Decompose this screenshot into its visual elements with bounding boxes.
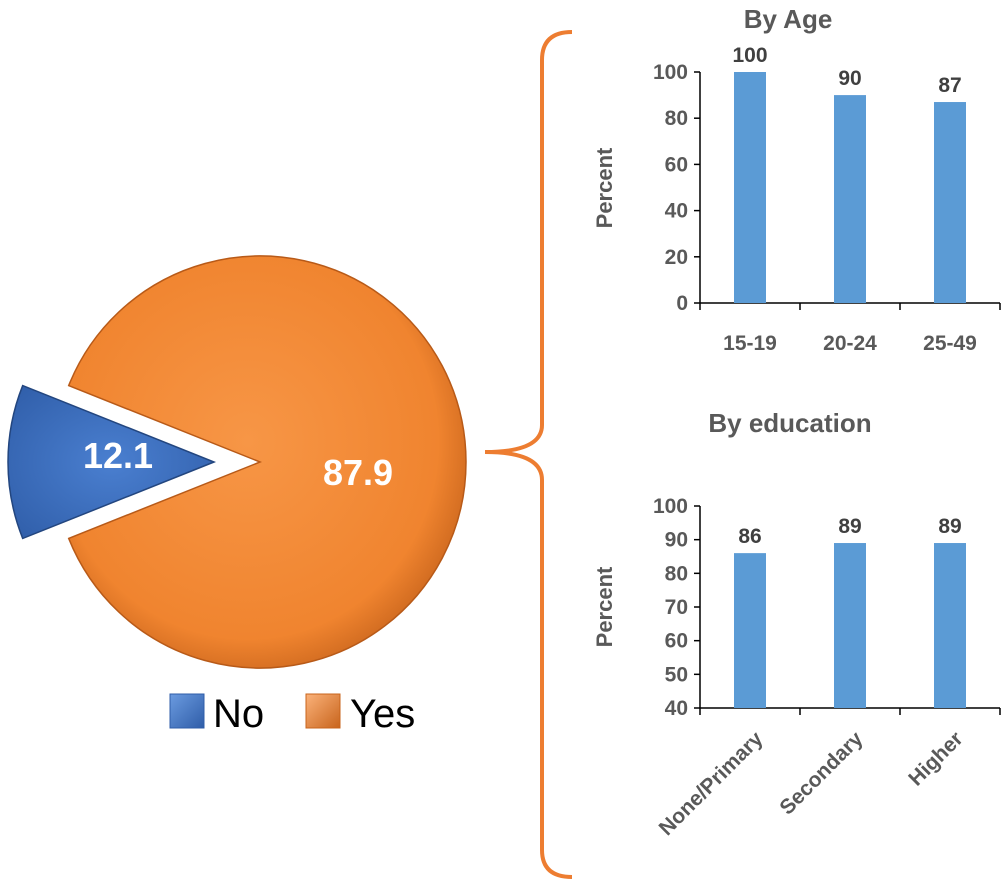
y-tick-label: 100 (653, 495, 688, 518)
y-tick-label: 0 (676, 292, 688, 315)
data-label: 86 (738, 525, 761, 548)
bar-chart-education: By education Percent 40 50 60 70 80 90 100 86 None… (592, 408, 1001, 840)
y-tick-label: 20 (665, 246, 688, 269)
bar (834, 543, 866, 708)
y-tick-label: 80 (665, 562, 688, 585)
y-tick-label: 90 (665, 529, 688, 552)
legend-label-yes: Yes (350, 692, 415, 736)
pie-label-yes: 87.9 (323, 452, 393, 493)
bar (834, 95, 866, 303)
chart-title: By Age (744, 4, 833, 34)
curly-bracket (484, 30, 573, 879)
y-tick-label: 70 (665, 596, 688, 619)
bar (934, 543, 966, 708)
pie-chart (7, 255, 467, 669)
data-label: 87 (938, 74, 961, 97)
y-tick-label: 40 (665, 200, 688, 223)
y-tick-label: 100 (653, 61, 688, 84)
y-tick-label: 40 (665, 697, 688, 720)
bar (934, 102, 966, 303)
legend-swatch-yes (305, 693, 341, 729)
x-tick-label: Higher (904, 727, 967, 790)
x-tick-label: None/Primary (655, 727, 768, 840)
x-tick-label: 25-49 (923, 332, 977, 355)
y-tick-label: 60 (665, 153, 688, 176)
y-axis-label: Percent (592, 566, 617, 647)
data-label: 100 (732, 44, 767, 67)
data-label: 90 (838, 67, 861, 90)
pie-slice-yes (67, 255, 467, 669)
x-tick-label: 15-19 (723, 332, 777, 355)
data-label: 89 (938, 515, 961, 538)
x-tick-label: 20-24 (823, 332, 877, 355)
legend-swatch-no (169, 693, 205, 729)
data-label: 89 (838, 515, 861, 538)
pie-label-no: 12.1 (83, 435, 153, 476)
bar-chart-age: By Age Percent 0 20 40 60 80 100 100 15-19 90 20-24… (592, 4, 1001, 355)
bar (734, 72, 766, 303)
legend-label-no: No (213, 692, 264, 736)
pie-legend: No Yes (169, 692, 415, 736)
y-tick-label: 60 (665, 630, 688, 653)
x-tick-label: Secondary (775, 727, 867, 819)
pie-slice-no (7, 384, 217, 540)
chart-title: By education (708, 408, 871, 438)
y-tick-label: 80 (665, 107, 688, 130)
y-tick-label: 50 (665, 663, 688, 686)
y-axis-label: Percent (592, 147, 617, 228)
bar (734, 553, 766, 708)
